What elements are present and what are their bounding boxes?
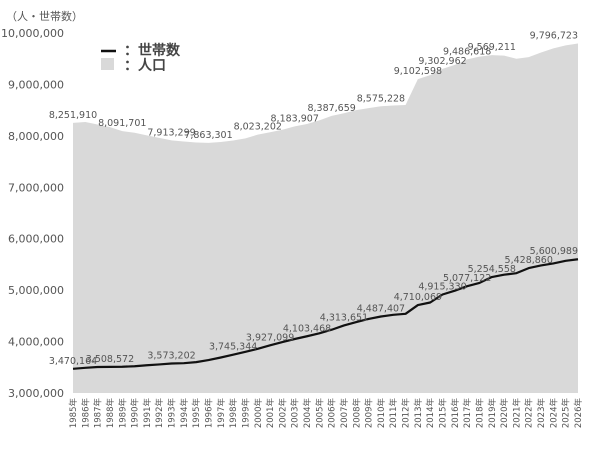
data-label: 5,600,989 [530,246,578,257]
population-area-fill [73,43,578,393]
legend: ：世帯数 ：人口 [101,42,181,74]
data-label: 4,915,330 [418,281,466,292]
x-tick-label: 2017年 [462,398,473,429]
data-label: 3,745,344 [209,342,257,353]
x-tick-label: 2001年 [265,398,276,429]
data-label: 5,428,860 [505,255,553,266]
x-tick-label: 2011年 [388,398,399,429]
y-tick-label: 3,000,000 [8,387,64,400]
x-tick-label: 1994年 [179,398,190,429]
y-axis-unit-label: （人・世帯数） [6,10,83,23]
x-tick-label: 2025年 [561,398,572,429]
data-label: 8,387,659 [307,103,355,114]
x-tick-label: 1989年 [117,398,128,429]
x-tick-label: 1997年 [216,398,227,429]
x-tick-label: 1985年 [68,398,79,429]
x-tick-label: 1986年 [80,398,91,429]
x-tick-label: 2019年 [487,398,498,429]
y-tick-label: 9,000,000 [8,78,64,91]
x-tick-label: 2013年 [413,398,424,429]
data-label: 8,575,228 [357,93,405,104]
x-tick-label: 1996年 [203,398,214,429]
data-label: 4,710,069 [394,292,442,303]
data-label: 5,254,558 [468,264,516,275]
data-label: 4,313,651 [320,312,368,323]
data-label: 9,102,598 [394,66,442,77]
data-label: 8,251,910 [49,110,97,121]
x-tick-label: 2004年 [302,398,313,429]
x-tick-label: 2016年 [450,398,461,429]
y-tick-label: 10,000,000 [1,27,64,40]
y-tick-label: 7,000,000 [8,181,64,194]
x-tick-label: 2018年 [474,398,485,429]
x-tick-label: 2023年 [536,398,547,429]
data-label: 3,508,572 [86,354,134,365]
x-tick-label: 2010年 [376,398,387,429]
data-label: 8,091,701 [98,118,146,129]
household-line-path [72,258,579,370]
x-tick-label: 2007年 [339,398,350,429]
y-tick-label: 8,000,000 [8,130,64,143]
x-tick-label: 2020年 [499,398,510,429]
x-tick-label: 1999年 [240,398,251,429]
x-tick-label: 2000年 [253,398,264,429]
x-tick-label: 1987年 [93,398,104,429]
x-tick-label: 2026年 [573,398,584,429]
x-tick-label: 2006年 [327,398,338,429]
x-tick-label: 2022年 [524,398,535,429]
data-label: 5,077,122 [443,273,491,284]
x-tick-label: 2015年 [438,398,449,429]
data-label: 9,796,723 [530,30,578,41]
x-axis: 1985年 1986年 1987年 1988年 1989年 1990年 1991年 1992年… [68,398,584,429]
data-label: 8,023,202 [234,122,282,133]
data-label: 3,573,202 [147,351,195,362]
x-tick-label: 2014年 [425,398,436,429]
legend-households-label: ：世帯数 [124,42,181,59]
data-label: 9,302,962 [418,56,466,67]
x-tick-label: 1995年 [191,398,202,429]
x-tick-label: 1988年 [105,398,116,429]
x-tick-label: 2005年 [314,398,325,429]
x-tick-label: 2002年 [277,398,288,429]
legend-area-icon [101,58,114,70]
legend-population-label: ：人口 [124,57,166,74]
data-label: 9,569,211 [468,42,516,53]
population-area [73,43,578,393]
data-label: 4,487,407 [357,304,405,315]
x-tick-label: 2021年 [511,398,522,429]
data-label: 7,863,301 [184,130,232,141]
y-tick-label: 6,000,000 [8,233,64,246]
x-tick-label: 1998年 [228,398,239,429]
x-tick-label: 1991年 [142,398,153,429]
data-labels: 8,251,9108,091,7017,913,2997,863,3018,02… [49,30,578,366]
x-tick-label: 1992年 [154,398,165,429]
data-label: 4,103,468 [283,323,331,334]
y-axis: 10,000,000 9,000,000 8,000,000 7,000,000 6,0… [1,27,64,400]
x-tick-label: 2024年 [548,398,559,429]
household-line [72,258,579,370]
x-tick-label: 2009年 [364,398,375,429]
x-tick-label: 2012年 [401,398,412,429]
x-tick-label: 1993年 [167,398,178,429]
y-tick-label: 5,000,000 [8,284,64,297]
x-tick-label: 2008年 [351,398,362,429]
x-tick-label: 2003年 [290,398,301,429]
data-label: 9,486,618 [443,46,491,57]
x-tick-label: 1990年 [130,398,141,429]
data-label: 7,913,299 [147,127,195,138]
y-tick-label: 4,000,000 [8,336,64,349]
data-label: 8,183,907 [271,113,319,124]
data-label: 3,470,164 [49,356,97,367]
data-label: 3,927,099 [246,332,294,343]
